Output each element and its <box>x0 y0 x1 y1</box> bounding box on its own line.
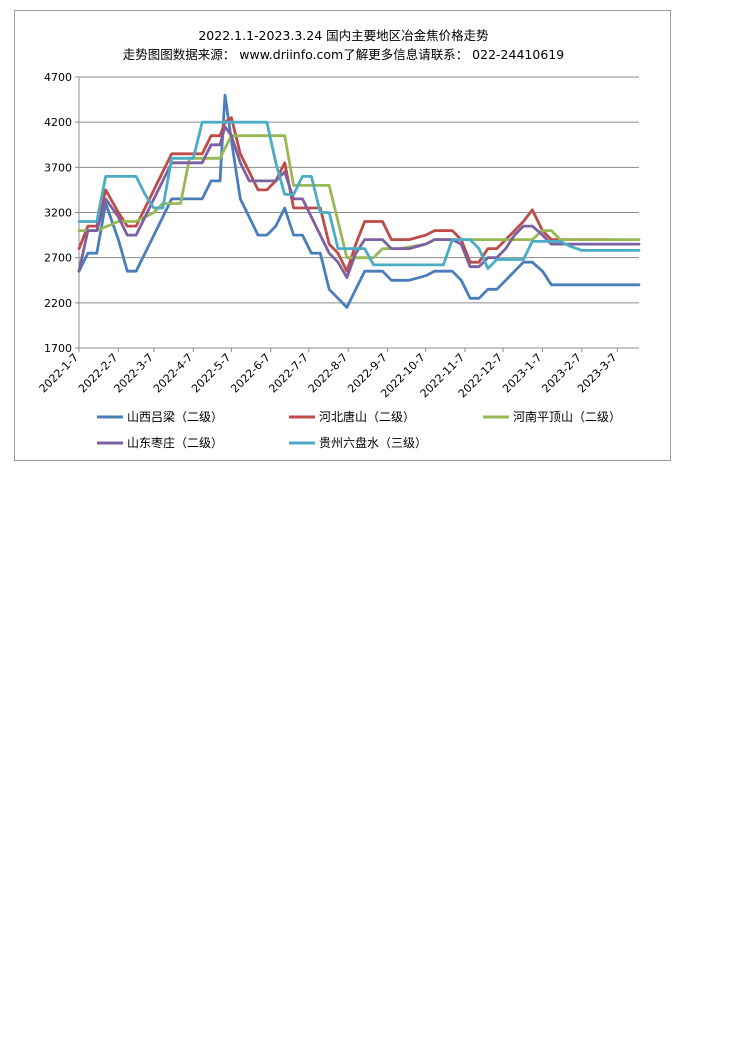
x-tick-label: 2022-8-7 <box>306 351 351 396</box>
line-chart: 1700 2200 2700 3200 3700 4200 4700 2022-1-7 2022… <box>37 71 641 450</box>
y-tick-label: 4700 <box>44 71 72 84</box>
legend-label-2: 河北唐山（二级） <box>319 409 415 424</box>
legend-label-5: 贵州六盘水（三级） <box>319 435 427 450</box>
x-tick-label: 2022-4-7 <box>151 351 196 396</box>
chart-title: 2022.1.1-2023.3.24 国内主要地区冶金焦价格走势 <box>198 28 489 43</box>
legend-label-4: 山东枣庄（二级） <box>127 435 223 450</box>
y-tick-label: 3700 <box>44 161 72 174</box>
y-tick-label: 4200 <box>44 116 72 129</box>
y-tick-label: 2700 <box>44 252 72 265</box>
legend-label-1: 山西吕梁（二级） <box>127 409 223 424</box>
chart-frame: 2022.1.1-2023.3.24 国内主要地区冶金焦价格走势 走势图图数据来… <box>14 10 671 461</box>
x-tick-label: 2022-6-7 <box>228 351 273 396</box>
series-line-4 <box>77 125 641 279</box>
y-tick-label: 2200 <box>44 297 72 310</box>
series-line-3 <box>77 134 641 260</box>
x-tick-label: 2022-5-7 <box>189 351 234 396</box>
y-tick-label: 1700 <box>44 342 72 355</box>
x-tick-label: 2023-3-7 <box>575 351 620 396</box>
y-tick-label: 3200 <box>44 207 72 220</box>
x-tick-label: 2022-1-7 <box>37 351 82 396</box>
legend-label-3: 河南平顶山（二级） <box>513 409 621 424</box>
series-line-5 <box>77 120 641 270</box>
chart-subtitle: 走势图图数据来源： www.driinfo.com了解更多信息请联系： 022-… <box>122 47 565 62</box>
series-line-1 <box>77 93 641 309</box>
x-tick-label: 2022-3-7 <box>112 351 157 396</box>
x-tick-label: 2023-1-7 <box>500 351 545 396</box>
x-tick-label: 2022-7-7 <box>266 351 311 396</box>
